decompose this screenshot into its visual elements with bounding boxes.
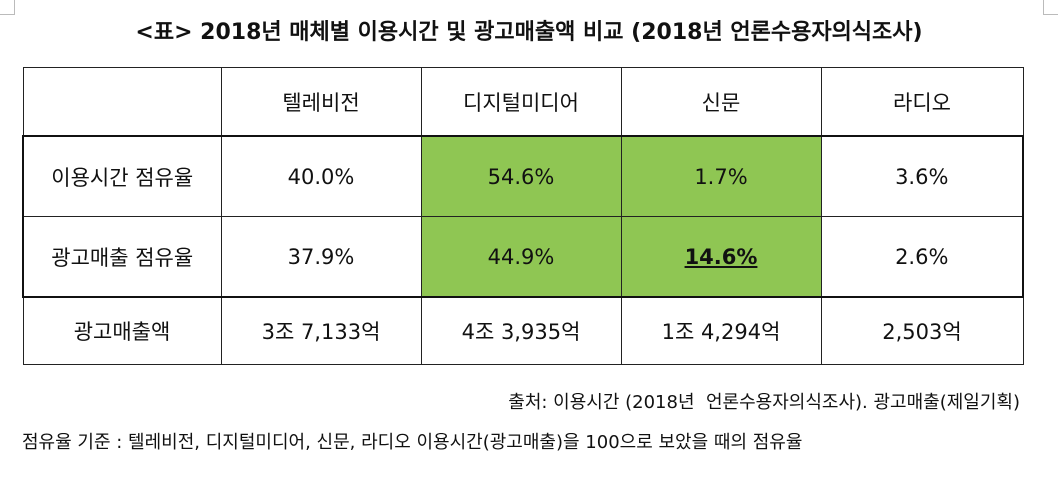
table: 텔레비전 디지털미디어 신문 라디오 이용시간 점유율 40.0% 54.6% … bbox=[22, 67, 1024, 365]
row-label: 광고매출 점유율 bbox=[22, 216, 222, 298]
header-row: 텔레비전 디지털미디어 신문 라디오 bbox=[22, 67, 1024, 137]
cell: 2.6% bbox=[820, 216, 1024, 298]
header-cell: 디지털미디어 bbox=[420, 67, 622, 137]
row: 광고매출 점유율 37.9% 44.9% 14.6% 2.6% bbox=[22, 216, 1024, 298]
cell: 14.6% bbox=[620, 216, 822, 298]
header-cell: 라디오 bbox=[820, 67, 1024, 137]
page-corner bbox=[1043, 0, 1058, 15]
source-note: 출처: 이용시간 (2018년 언론수용자의식조사). 광고매출(제일기획) bbox=[508, 392, 1020, 413]
definition-note: 점유율 기준 : 텔레비전, 디지털미디어, 신문, 라디오 이용시간(광고매출… bbox=[22, 432, 803, 453]
cell: 2,503억 bbox=[820, 296, 1024, 365]
cell: 40.0% bbox=[220, 135, 422, 217]
row: 이용시간 점유율 40.0% 54.6% 1.7% 3.6% bbox=[22, 135, 1024, 217]
header-cell: 텔레비전 bbox=[220, 67, 422, 137]
cell: 1.7% bbox=[620, 135, 822, 217]
cell: 4조 3,935억 bbox=[420, 296, 622, 365]
cell: 1조 4,294억 bbox=[620, 296, 822, 365]
row-label: 광고매출액 bbox=[22, 296, 222, 365]
page-corner bbox=[0, 0, 15, 15]
header-cell: 신문 bbox=[620, 67, 822, 137]
title: <표> 2018년 매체별 이용시간 및 광고매출액 비교 (2018년 언론수… bbox=[135, 20, 923, 45]
row-label: 이용시간 점유율 bbox=[22, 135, 222, 217]
cell: 54.6% bbox=[420, 135, 622, 217]
header-cell bbox=[22, 67, 222, 137]
cell: 3조 7,133억 bbox=[220, 296, 422, 365]
cell: 44.9% bbox=[420, 216, 622, 298]
row: 광고매출액 3조 7,133억 4조 3,935억 1조 4,294억 2,50… bbox=[22, 296, 1024, 365]
cell: 3.6% bbox=[820, 135, 1024, 217]
cell: 37.9% bbox=[220, 216, 422, 298]
